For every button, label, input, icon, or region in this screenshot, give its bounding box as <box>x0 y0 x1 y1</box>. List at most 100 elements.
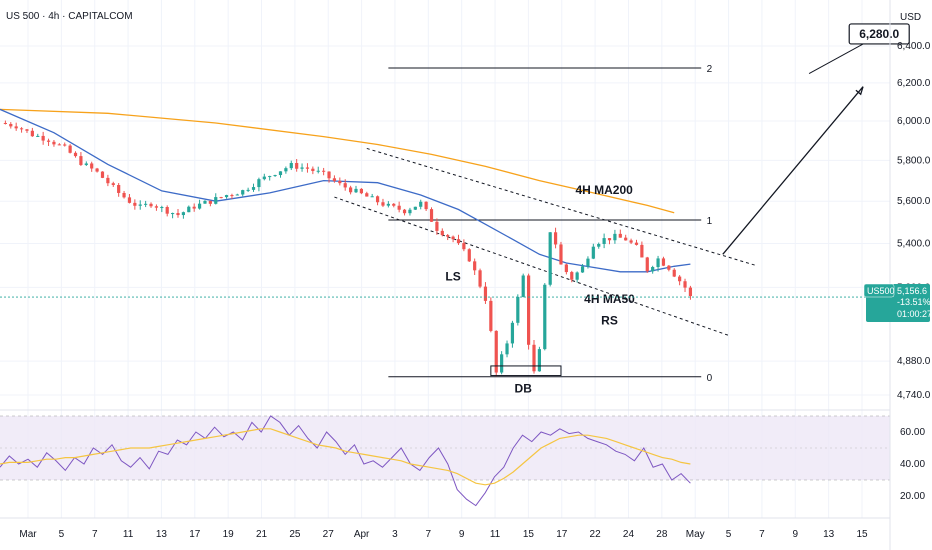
candle-body <box>516 296 520 323</box>
candle <box>440 228 444 237</box>
candle-body <box>505 343 509 355</box>
time-tick-label: 21 <box>256 529 268 540</box>
candle-body <box>284 168 288 172</box>
candle-body <box>489 300 493 331</box>
candle <box>176 209 180 218</box>
pattern-label: RS <box>601 314 618 328</box>
candle-body <box>73 152 78 157</box>
candle <box>251 183 256 192</box>
target-label: 6,280.0 <box>859 27 899 41</box>
candle-body <box>187 206 191 213</box>
candle-body <box>386 203 390 206</box>
time-tick-label: 27 <box>323 529 335 540</box>
candle-body <box>521 275 525 297</box>
candle <box>100 171 105 179</box>
candle-body <box>327 171 331 179</box>
time-tick-label: 11 <box>123 529 134 540</box>
candle <box>122 190 126 199</box>
candle <box>154 204 159 211</box>
time-tick-label: Apr <box>354 529 370 540</box>
candle-body <box>19 128 24 130</box>
candle <box>203 200 207 204</box>
candle-body <box>160 207 164 209</box>
candle-body <box>305 167 310 169</box>
moving-average-layer <box>0 108 691 273</box>
candle-body <box>343 183 347 188</box>
candle <box>214 193 218 205</box>
candle <box>667 265 671 272</box>
candle-body <box>564 264 568 273</box>
candle <box>521 273 525 298</box>
candle-body <box>402 209 407 214</box>
candle <box>602 233 606 249</box>
candle <box>14 122 18 131</box>
time-tick-label: 13 <box>823 529 835 540</box>
candle <box>354 185 358 193</box>
rsi-ma-line <box>0 428 691 486</box>
candle <box>375 195 380 206</box>
time-tick-label: 9 <box>459 529 465 540</box>
price-tick-label: 6,000.0 <box>897 116 931 127</box>
candle-body <box>176 213 180 216</box>
candle <box>73 151 78 158</box>
candle <box>9 122 13 129</box>
candle-body <box>300 167 304 169</box>
candle-body <box>618 233 622 238</box>
candle-body <box>570 272 574 280</box>
candle <box>90 161 94 172</box>
target-arrow-head <box>855 86 864 96</box>
upper-channel-trendline <box>366 147 756 266</box>
chart-title: US 500 · 4h · CAPITALCOM <box>6 11 133 22</box>
candle <box>543 283 547 351</box>
bar-countdown: 01:00:27 <box>897 309 932 319</box>
double-bottom-bracket <box>490 365 562 377</box>
candle <box>322 167 326 176</box>
candle <box>613 229 617 244</box>
candle <box>478 268 482 289</box>
candle <box>456 234 461 245</box>
candle-body <box>651 267 655 272</box>
candle-body <box>392 203 396 206</box>
candle <box>370 193 374 198</box>
candle-body <box>79 156 83 165</box>
target-box <box>848 23 910 45</box>
price-tick-label: 6,200.0 <box>897 78 931 89</box>
rsi-layer <box>0 415 691 507</box>
candle-body <box>311 168 315 171</box>
candle <box>171 212 175 219</box>
candle <box>316 166 320 174</box>
candle <box>672 268 676 278</box>
symbol-tag-bg <box>863 283 895 298</box>
candle <box>349 185 353 195</box>
candle <box>365 191 369 197</box>
candle <box>505 340 509 358</box>
candle-body <box>117 184 121 193</box>
candle <box>235 193 239 196</box>
candle <box>133 199 137 210</box>
time-tick-label: 22 <box>590 529 602 540</box>
candle-body <box>36 135 40 137</box>
candle-body <box>575 272 579 280</box>
candle <box>149 202 153 208</box>
candle <box>300 163 304 172</box>
candle <box>624 234 628 241</box>
change-percent: -13.51% <box>897 297 931 307</box>
candle-body <box>553 232 558 245</box>
fib-level-label: 1 <box>707 216 713 227</box>
candle-body <box>262 176 266 180</box>
candle <box>208 200 212 207</box>
candle-layer <box>3 120 693 377</box>
candle-body <box>68 145 72 153</box>
candle-body <box>478 270 482 287</box>
candle-body <box>268 176 272 178</box>
candle <box>160 205 164 213</box>
candle-body <box>14 126 18 129</box>
time-tick-label: 3 <box>392 529 398 540</box>
candle <box>311 166 315 175</box>
rsi-tick-label: 60.00 <box>900 427 925 438</box>
time-tick-label: 7 <box>426 529 432 540</box>
time-tick-label: 19 <box>223 529 235 540</box>
candle <box>629 238 633 245</box>
